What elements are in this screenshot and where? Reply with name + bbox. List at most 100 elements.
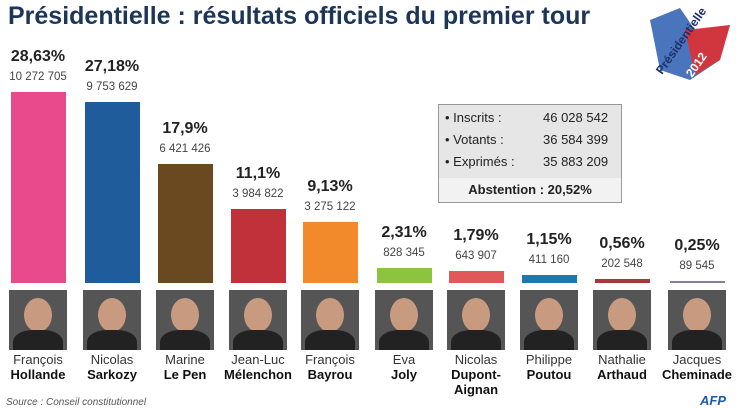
bar-percent-label: 28,63%: [10, 48, 66, 65]
bar: [669, 281, 725, 283]
candidate-name: Nicolas Dupont- Aignan: [436, 352, 516, 397]
exprimes-label: • Exprimés :: [445, 154, 515, 169]
candidate-last-name: Hollande: [10, 367, 66, 382]
candidate-last-name: Dupont-: [451, 367, 501, 382]
candidate-last-name: Le Pen: [163, 367, 207, 382]
candidate-photo: [9, 290, 67, 350]
photo-body: [233, 330, 283, 350]
candidate-first-name: François: [13, 352, 63, 367]
candidate-photo: [156, 290, 214, 350]
source-note: Source : Conseil constitutionnel: [6, 397, 147, 408]
candidate-last-name: Cheminade: [661, 367, 733, 382]
photo-head: [171, 298, 199, 332]
bar-votes-label: 89 545: [679, 260, 715, 272]
bar-votes-label: 3 984 822: [232, 187, 284, 200]
exprimes-row: • Exprimés : 35 883 209: [445, 154, 615, 169]
candidate-name: Philippe Poutou: [509, 352, 589, 382]
photo-head: [24, 298, 52, 332]
bar-percent-label: 1,79%: [453, 227, 499, 245]
afp-logo: AFP: [700, 393, 726, 408]
photo-body: [87, 330, 137, 350]
candidate-photo: [668, 290, 726, 350]
candidate-name: François Bayrou: [290, 352, 370, 382]
inscrits-label: • Inscrits :: [445, 110, 502, 125]
candidate-photo: [520, 290, 578, 350]
photo-body: [13, 330, 63, 350]
photo-body: [305, 330, 355, 350]
chart-title: Présidentielle : résultats officiels du …: [8, 2, 591, 30]
photo-body: [524, 330, 574, 350]
bar: [230, 208, 286, 283]
bar: [448, 271, 504, 283]
votants-value: 36 584 399: [543, 132, 609, 147]
candidate-photo: [229, 290, 287, 350]
bar-votes-label: 6 421 426: [159, 142, 211, 155]
photo-head: [683, 298, 711, 332]
inscrits-value: 46 028 542: [543, 110, 609, 125]
candidate-photo: [375, 290, 433, 350]
candidate-name: Jacques Cheminade: [657, 352, 737, 382]
candidate-last-name: Mélenchon: [224, 367, 292, 382]
bar-percent-label: 17,9%: [162, 119, 208, 137]
candidate-last-name: Arthaud: [597, 367, 647, 382]
photo-body: [379, 330, 429, 350]
photo-body: [451, 330, 501, 350]
candidate-last-name: Joly: [390, 367, 417, 382]
bar-votes-label: 3 275 122: [304, 201, 356, 214]
photo-head: [608, 298, 636, 332]
photo-head: [98, 298, 126, 332]
presidentielle-2012-logo: Présidentielle 2012: [650, 5, 730, 80]
candidate-photo: [83, 290, 141, 350]
candidate-name: Eva Joly: [364, 352, 444, 382]
photo-head: [535, 298, 563, 332]
photo-body: [597, 330, 647, 350]
candidate-name: Marine Le Pen: [145, 352, 225, 382]
votants-label: • Votants :: [445, 132, 504, 147]
bar: [10, 92, 66, 283]
candidate-last-name: Poutou: [526, 367, 572, 382]
bar-percent-label: 27,18%: [84, 57, 140, 75]
bar: [157, 163, 213, 283]
bar: [521, 275, 577, 283]
candidate-first-name: Jean-Luc: [231, 352, 285, 367]
candidate-first-name: François: [305, 352, 355, 367]
candidate-name: François Hollande: [0, 352, 78, 382]
candidate-photo: [447, 290, 505, 350]
bar-votes-label: 411 160: [528, 254, 570, 267]
candidate-last-name: Bayrou: [307, 367, 353, 382]
exprimes-value: 35 883 209: [543, 154, 609, 169]
inscrits-row: • Inscrits : 46 028 542: [445, 110, 615, 125]
candidate-last-name: Sarkozy: [87, 367, 137, 382]
bar-percent-label: 9,13%: [307, 178, 353, 196]
candidate-first-name: Nicolas: [454, 352, 498, 367]
candidate-name: Nicolas Sarkozy: [72, 352, 152, 382]
bar-votes-label: 9 753 629: [86, 80, 138, 93]
bar-percent-label: 11,1%: [235, 164, 281, 182]
bar-votes-label: 10 272 705: [9, 71, 67, 83]
bar-percent-label: 0,56%: [599, 235, 645, 253]
votants-row: • Votants : 36 584 399: [445, 132, 615, 147]
candidate-first-name: Marine: [165, 352, 205, 367]
candidate-photo: [593, 290, 651, 350]
bar-votes-label: 828 345: [383, 246, 425, 259]
bar: [376, 267, 432, 283]
bar: [594, 279, 650, 283]
photo-body: [160, 330, 210, 350]
photo-body: [672, 330, 722, 350]
turnout-box: • Inscrits : 46 028 542 • Votants : 36 584…: [438, 104, 622, 203]
candidate-last-name: Aignan: [453, 382, 499, 397]
bar-percent-label: 1,15%: [526, 231, 572, 249]
bar: [302, 222, 358, 283]
candidate-name: Jean-Luc Mélenchon: [218, 352, 298, 382]
candidate-first-name: Jacques: [672, 352, 722, 367]
bar-votes-label: 202 548: [601, 258, 643, 271]
candidate-first-name: Nicolas: [90, 352, 134, 367]
candidate-name: Nathalie Arthaud: [582, 352, 662, 382]
photo-head: [244, 298, 272, 332]
bar: [84, 101, 140, 283]
candidate-first-name: Eva: [392, 352, 416, 367]
abstention: Abstention : 20,52%: [439, 178, 621, 202]
candidate-first-name: Philippe: [525, 352, 573, 367]
bar-percent-label: 2,31%: [381, 223, 427, 241]
